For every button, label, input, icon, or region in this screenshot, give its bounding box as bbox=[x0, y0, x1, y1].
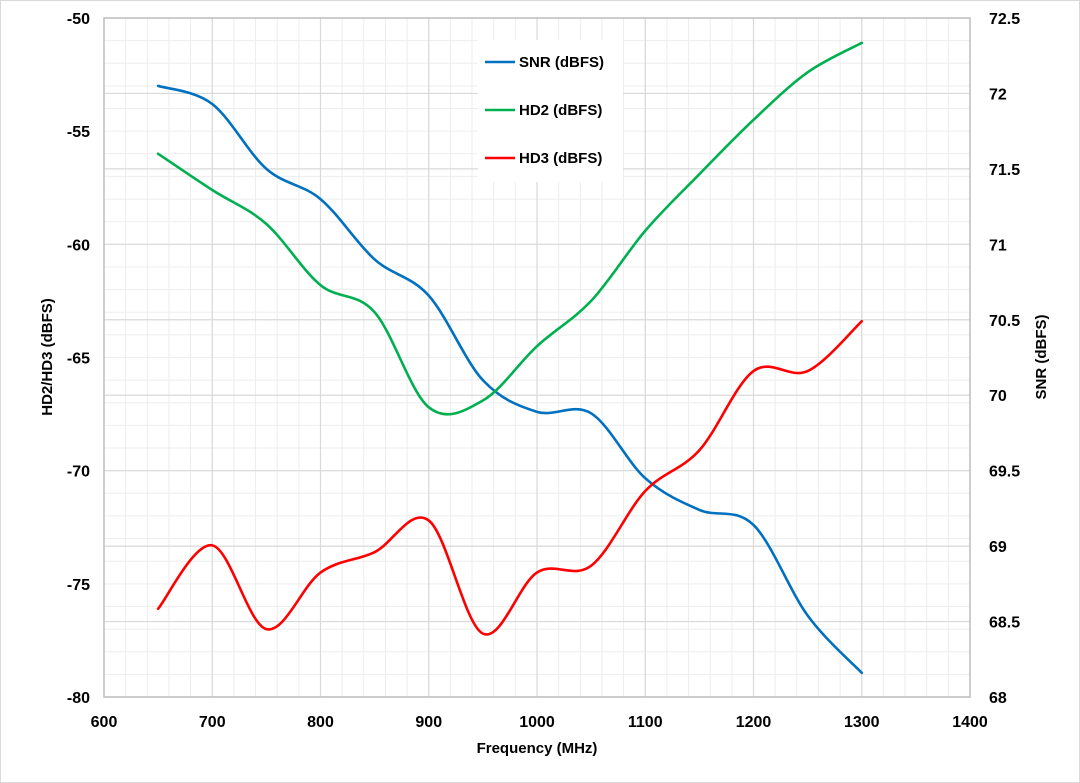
y2-tick-label: 70.5 bbox=[989, 313, 1020, 330]
x-axis-ticks: 600 700 800 900 1000 1100 1200 1300 1400 bbox=[91, 714, 988, 731]
y-tick-label: -50 bbox=[67, 11, 90, 28]
x-tick-label: 1000 bbox=[519, 714, 555, 731]
left-y-axis-title: HD2/HD3 (dBFS) bbox=[39, 298, 56, 416]
y-tick-label: -55 bbox=[67, 124, 90, 141]
x-tick-label: 600 bbox=[91, 714, 118, 731]
y2-tick-label: 72 bbox=[989, 86, 1007, 103]
legend: SNR (dBFS) HD2 (dBFS) HD3 (dBFS) bbox=[478, 40, 623, 182]
legend-label-hd3: HD3 (dBFS) bbox=[519, 150, 602, 167]
y2-tick-label: 71 bbox=[989, 237, 1007, 254]
series-layer bbox=[156, 41, 864, 675]
legend-label-hd2: HD2 (dBFS) bbox=[519, 102, 602, 119]
snr-line bbox=[156, 84, 864, 675]
x-axis-title: Frequency (MHz) bbox=[477, 740, 598, 757]
y-tick-label: -75 bbox=[67, 577, 90, 594]
legend-item-hd2: HD2 (dBFS) bbox=[485, 102, 602, 119]
hd2-line bbox=[156, 41, 864, 416]
x-tick-label: 1200 bbox=[736, 714, 772, 731]
x-tick-label: 1300 bbox=[844, 714, 880, 731]
y2-tick-label: 69.5 bbox=[989, 464, 1020, 481]
legend-item-snr: SNR (dBFS) bbox=[485, 54, 604, 71]
y2-tick-label: 68 bbox=[989, 690, 1007, 707]
x-tick-label: 900 bbox=[415, 714, 442, 731]
x-tick-label: 1400 bbox=[952, 714, 988, 731]
y2-tick-label: 68.5 bbox=[989, 615, 1020, 632]
y2-tick-label: 70 bbox=[989, 388, 1007, 405]
x-tick-label: 700 bbox=[199, 714, 226, 731]
y-tick-label: -60 bbox=[67, 237, 90, 254]
hd3-line bbox=[156, 319, 864, 636]
x-tick-label: 800 bbox=[307, 714, 334, 731]
y2-tick-label: 71.5 bbox=[989, 162, 1020, 179]
legend-item-hd3: HD3 (dBFS) bbox=[485, 150, 602, 167]
y2-tick-label: 72.5 bbox=[989, 11, 1020, 28]
right-y-axis-title: SNR (dBFS) bbox=[1033, 315, 1050, 400]
left-y-axis-ticks: -50 -55 -60 -65 -70 -75 -80 bbox=[67, 11, 90, 707]
y-tick-label: -70 bbox=[67, 464, 90, 481]
right-y-axis-ticks: 72.5 72 71.5 71 70.5 70 69.5 69 68.5 68 bbox=[989, 11, 1020, 707]
legend-label-snr: SNR (dBFS) bbox=[519, 54, 604, 71]
x-tick-label: 1100 bbox=[628, 714, 663, 731]
plot-area bbox=[103, 17, 971, 698]
y2-tick-label: 69 bbox=[989, 539, 1007, 556]
y-tick-label: -65 bbox=[67, 351, 90, 368]
y-tick-label: -80 bbox=[67, 690, 90, 707]
